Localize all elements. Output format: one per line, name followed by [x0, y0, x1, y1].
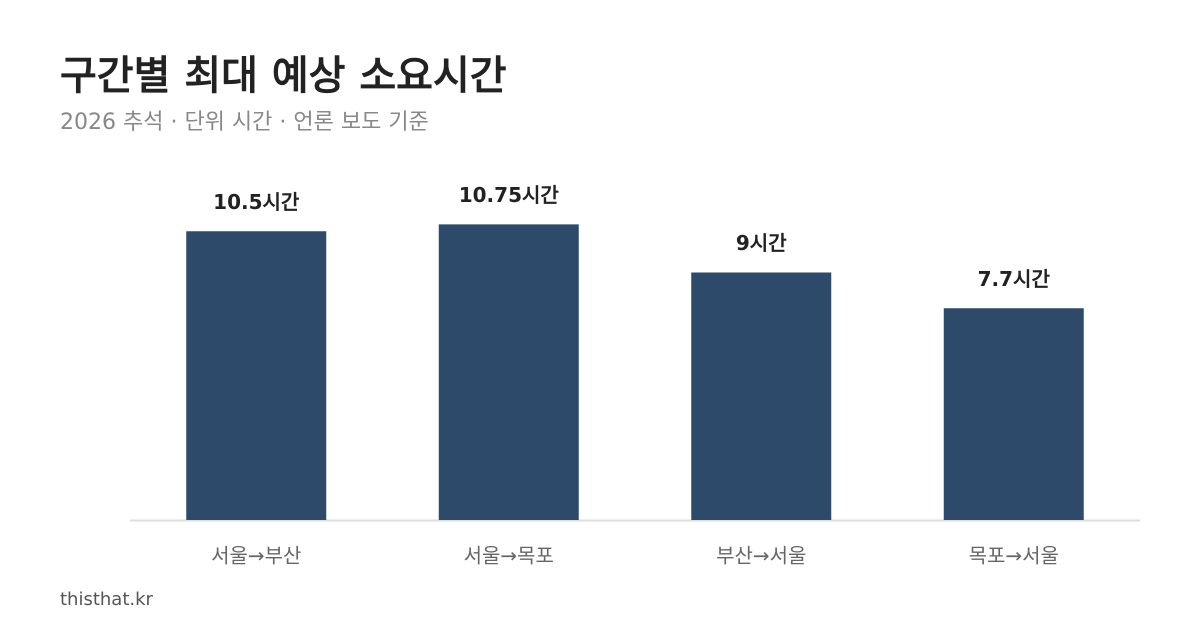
x-tick-label: 부산→서울 — [716, 544, 806, 568]
bar — [438, 224, 579, 520]
value-label: 10.75시간 — [459, 183, 560, 207]
bar — [186, 231, 327, 520]
x-tick-label: 서울→부산 — [211, 544, 301, 568]
x-tick-label: 목포→서울 — [969, 544, 1059, 568]
x-tick-label: 서울→목포 — [464, 544, 554, 568]
value-label: 10.5시간 — [213, 190, 300, 214]
bar — [691, 272, 832, 520]
source: thisthat.kr — [60, 589, 154, 610]
chart-subtitle: 2026 추석 · 단위 시간 · 언론 보도 기준 — [60, 110, 429, 135]
value-label: 7.7시간 — [978, 267, 1051, 291]
value-label: 9시간 — [736, 231, 787, 255]
chart-title: 구간별 최대 예상 소요시간 — [60, 53, 507, 99]
bar — [943, 308, 1084, 520]
